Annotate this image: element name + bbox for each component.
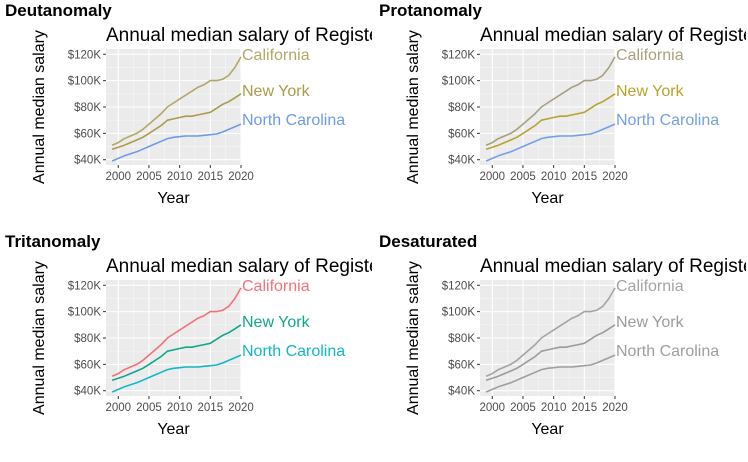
- series-label-north-carolina: North Carolina: [242, 343, 345, 360]
- y-tick-label: $80K: [448, 333, 475, 345]
- y-tick-label: $100K: [442, 307, 476, 319]
- chart-title: Annual median salary of Registered Nurse…: [106, 25, 374, 46]
- x-tick-label: 2010: [541, 171, 567, 183]
- x-tick-label: 2015: [198, 402, 224, 414]
- x-tick-label: 2020: [602, 402, 628, 414]
- panel-desaturated: Desaturated Annual median salary of Regis…: [374, 231, 748, 462]
- series-line-new-york: [111, 93, 242, 150]
- x-tick-label: 2005: [510, 402, 536, 414]
- series-label-california: California: [242, 278, 310, 295]
- series-label-north-carolina: North Carolina: [616, 112, 719, 129]
- series-label-california: California: [242, 47, 310, 64]
- series-line-new-york: [485, 93, 616, 150]
- y-tick-label: $100K: [442, 76, 476, 88]
- y-tick-label: $40K: [448, 386, 475, 398]
- series-label-north-carolina: North Carolina: [616, 343, 719, 360]
- panel-heading: Deutanomaly: [5, 1, 112, 20]
- x-tick-label: 2015: [572, 171, 598, 183]
- series-label-new-york: New York: [616, 83, 685, 100]
- x-tick-label: 2010: [167, 171, 193, 183]
- y-tick-label: $60K: [448, 359, 475, 371]
- y-tick-label: $80K: [74, 102, 101, 114]
- x-axis-title: Year: [157, 421, 190, 438]
- x-axis-title: Year: [157, 190, 190, 207]
- y-tick-label: $80K: [448, 102, 475, 114]
- chart-title: Annual median salary of Registered Nurse…: [106, 256, 374, 277]
- y-tick-label: $120K: [68, 280, 102, 292]
- panel-heading: Desaturated: [379, 232, 477, 251]
- y-tick-label: $120K: [68, 49, 102, 61]
- panel-heading: Protanomaly: [379, 1, 483, 20]
- chart-tritanomaly: Tritanomaly Annual median salary of Regis…: [5, 232, 374, 438]
- y-axis-title: Annual median salary: [31, 261, 48, 415]
- series-line-north-carolina: [485, 354, 616, 393]
- x-tick-label: 2005: [510, 171, 536, 183]
- y-axis-title: Annual median salary: [405, 30, 422, 184]
- series-label-north-carolina: North Carolina: [242, 112, 345, 129]
- series-label-new-york: New York: [242, 83, 311, 100]
- series-label-california: California: [616, 47, 684, 64]
- panel-heading: Tritanomaly: [5, 232, 101, 251]
- series-line-north-carolina: [111, 354, 242, 393]
- y-axis-title: Annual median salary: [31, 30, 48, 184]
- x-axis-title: Year: [531, 421, 564, 438]
- chart-title: Annual median salary of Registered Nurse…: [480, 25, 748, 46]
- series-label-new-york: New York: [242, 314, 311, 331]
- series-label-california: California: [616, 278, 684, 295]
- x-tick-label: 2005: [136, 171, 162, 183]
- series-line-north-carolina: [485, 123, 616, 162]
- x-tick-label: 2015: [572, 402, 598, 414]
- panel-protanomaly: Protanomaly Annual median salary of Regis…: [374, 0, 748, 231]
- x-tick-label: 2000: [479, 402, 505, 414]
- x-tick-label: 2020: [602, 171, 628, 183]
- y-tick-label: $120K: [442, 280, 476, 292]
- x-tick-label: 2000: [105, 171, 131, 183]
- y-tick-label: $40K: [74, 155, 101, 167]
- y-tick-label: $100K: [68, 307, 102, 319]
- panel-deutanomaly: Deutanomaly Annual median salary of Regis…: [0, 0, 374, 231]
- series-line-new-york: [111, 324, 242, 381]
- y-tick-label: $80K: [74, 333, 101, 345]
- y-tick-label: $60K: [448, 128, 475, 140]
- x-tick-label: 2010: [541, 402, 567, 414]
- y-tick-label: $40K: [448, 155, 475, 167]
- chart-title: Annual median salary of Registered Nurse…: [480, 256, 748, 277]
- series-label-new-york: New York: [616, 314, 685, 331]
- x-tick-label: 2020: [228, 402, 254, 414]
- x-axis-title: Year: [531, 190, 564, 207]
- series-line-new-york: [485, 324, 616, 381]
- series-line-california: [111, 56, 242, 146]
- y-axis-title: Annual median salary: [405, 261, 422, 415]
- x-tick-label: 2000: [105, 402, 131, 414]
- x-tick-label: 2015: [198, 171, 224, 183]
- chart-protanomaly: Protanomaly Annual median salary of Regis…: [379, 1, 748, 207]
- series-line-north-carolina: [111, 123, 242, 162]
- x-tick-label: 2020: [228, 171, 254, 183]
- y-tick-label: $60K: [74, 359, 101, 371]
- series-line-california: [485, 287, 616, 377]
- x-tick-label: 2010: [167, 402, 193, 414]
- chart-deutanomaly: Deutanomaly Annual median salary of Regis…: [5, 1, 374, 207]
- panel-tritanomaly: Tritanomaly Annual median salary of Regis…: [0, 231, 374, 462]
- y-tick-label: $40K: [74, 386, 101, 398]
- x-tick-label: 2005: [136, 402, 162, 414]
- y-tick-label: $100K: [68, 76, 102, 88]
- y-tick-label: $120K: [442, 49, 476, 61]
- series-line-california: [485, 56, 616, 146]
- y-tick-label: $60K: [74, 128, 101, 140]
- series-line-california: [111, 287, 242, 377]
- x-tick-label: 2000: [479, 171, 505, 183]
